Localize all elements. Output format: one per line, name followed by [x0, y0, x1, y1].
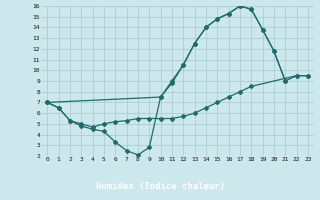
Text: Humidex (Indice chaleur): Humidex (Indice chaleur) [95, 182, 225, 192]
